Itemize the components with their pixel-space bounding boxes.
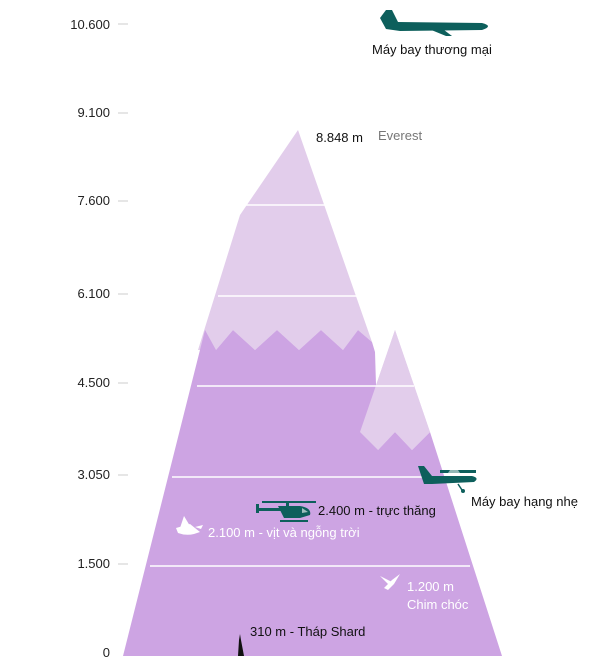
tick-label: 0 <box>103 645 110 657</box>
shard-tower-icon <box>238 634 244 656</box>
everest-name-label: Everest <box>378 128 422 143</box>
small-peak-face <box>360 330 430 450</box>
light-plane-label: Máy bay hạng nhẹ <box>471 494 578 509</box>
commercial-plane-icon <box>380 10 488 36</box>
tick-label: 1.500 <box>77 556 110 571</box>
shard-label: 310 m - Tháp Shard <box>250 624 365 639</box>
tick-label: 3.050 <box>77 467 110 482</box>
tick-label: 7.600 <box>77 193 110 208</box>
mountains <box>123 130 502 656</box>
tick-label: 4.500 <box>77 375 110 390</box>
birds-height-label: 1.200 m <box>407 579 454 594</box>
birds-name-label: Chim chóc <box>407 597 469 612</box>
tick-label: 9.100 <box>77 105 110 120</box>
tick-label: 6.100 <box>77 286 110 301</box>
bird-icon <box>380 574 400 590</box>
helicopter-label: 2.400 m - trực thăng <box>318 503 436 518</box>
helicopter-icon <box>256 501 316 522</box>
altitude-lines <box>150 204 470 567</box>
goose-icon <box>176 516 203 535</box>
y-axis: 10.600 9.100 7.600 6.100 4.500 3.050 1.5… <box>70 17 128 660</box>
tick-label: 10.600 <box>70 17 110 32</box>
commercial-plane-label: Máy bay thương mại <box>372 42 492 57</box>
light-plane-icon <box>418 466 477 493</box>
everest-body-dark <box>123 330 502 656</box>
ducks-geese-label: 2.100 m - vịt và ngỗng trời <box>208 525 360 540</box>
everest-height-label: 8.848 m <box>316 130 363 145</box>
everest-peak-light <box>198 130 372 350</box>
